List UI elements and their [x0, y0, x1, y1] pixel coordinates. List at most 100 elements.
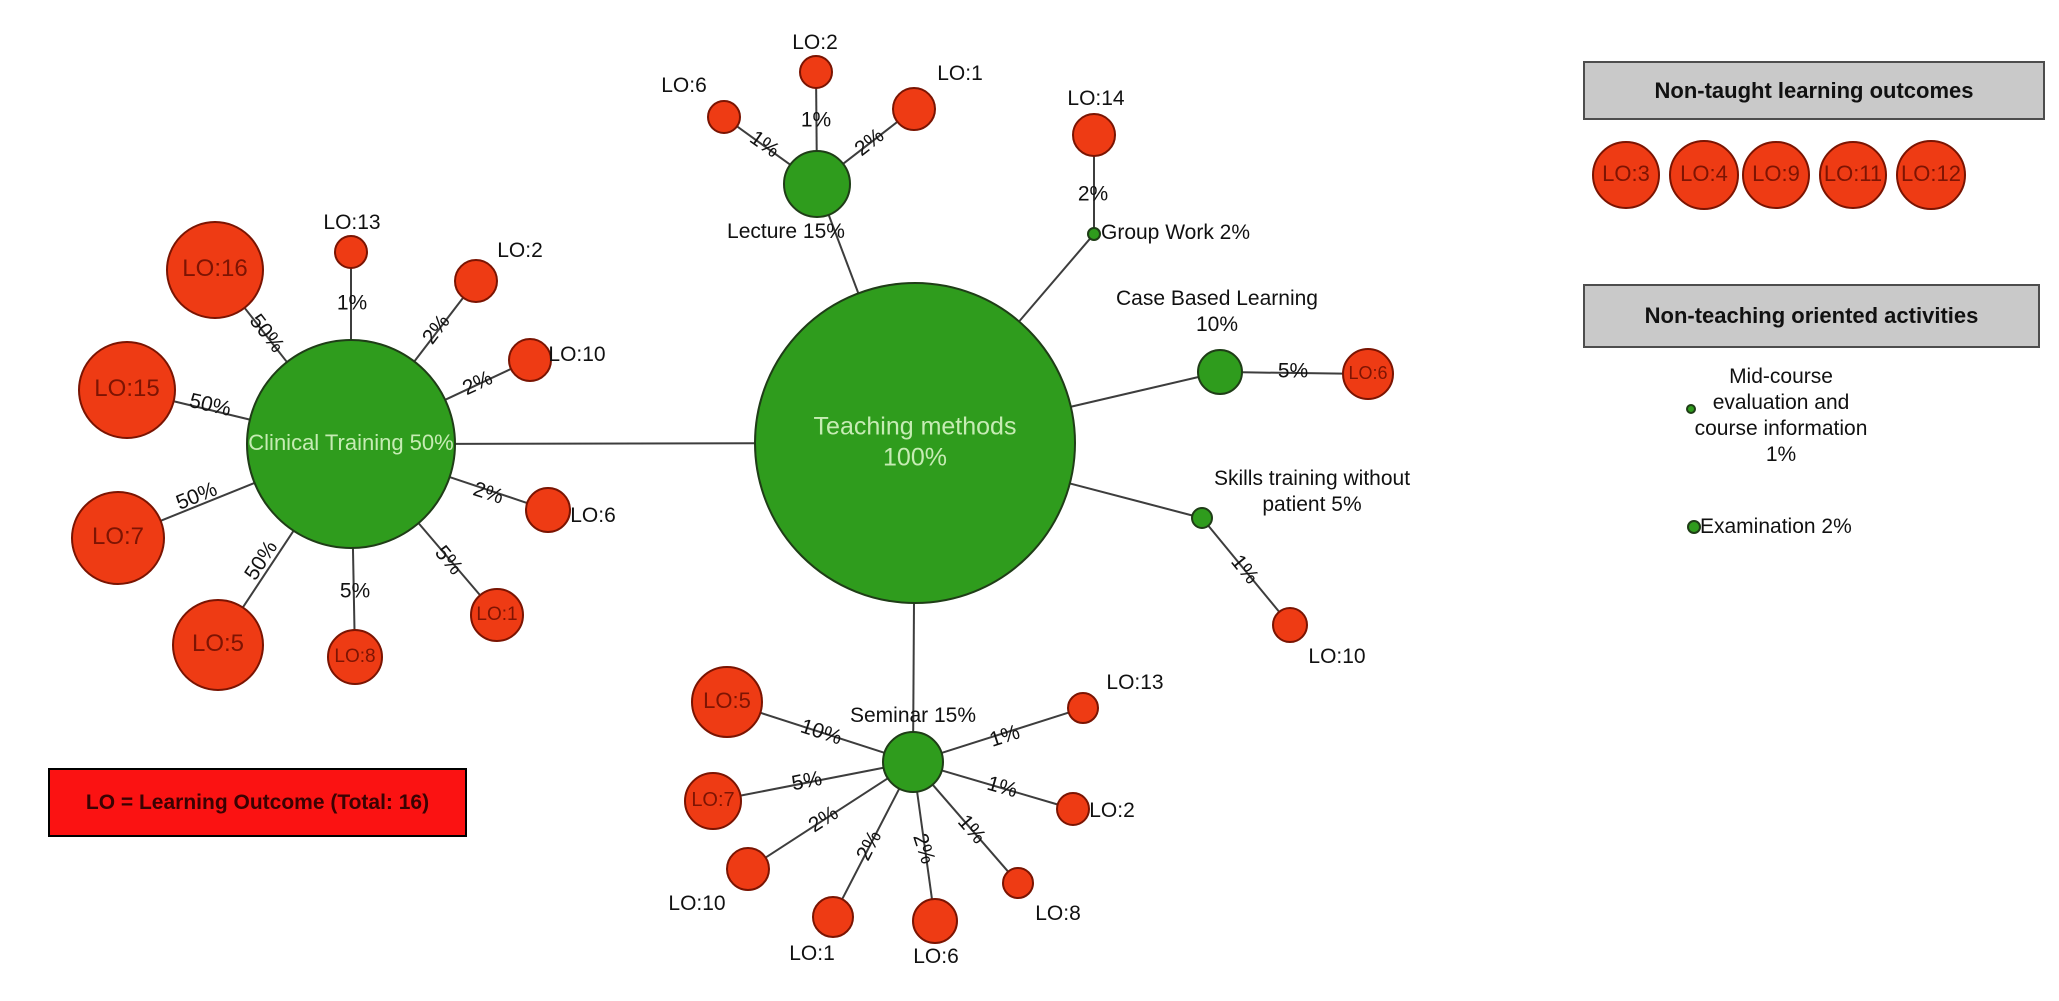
edge-label-case_based-cb_lo6: 5%	[1278, 360, 1308, 383]
edge-clinical-cl_lo7	[160, 481, 255, 522]
midcourse-line-1: Mid-course	[1729, 365, 1833, 388]
edge-teaching-lecture	[827, 214, 860, 294]
node-p_lo3	[1592, 141, 1660, 209]
edge-label-seminar-sem_lo13: 1%	[987, 720, 1023, 751]
non-teaching-activities-header: Non-teaching oriented activities	[1583, 284, 2040, 348]
node-label-cl_lo1: LO:1	[476, 604, 517, 625]
node-label-cl_lo15: LO:15	[94, 375, 159, 402]
node-lec_lo6	[707, 100, 741, 134]
edge-clinical-cl_lo2	[413, 297, 465, 363]
edge-label-skills-sk_lo10: 1%	[1226, 550, 1263, 588]
node-exam_dot	[1687, 520, 1701, 534]
edge-seminar-sem_lo1	[841, 788, 901, 900]
edge-clinical-cl_lo6	[449, 476, 528, 504]
non-teaching-activities-title: Non-teaching oriented activities	[1644, 303, 1979, 328]
edge-lecture-lec_lo1	[842, 121, 898, 165]
node-p_lo4	[1669, 140, 1739, 210]
node-label-sem_lo10: LO:10	[668, 892, 725, 915]
edge-label-seminar-sem_lo6: 2%	[908, 831, 939, 867]
node-cl_lo7	[71, 491, 165, 585]
node-sem_lo6	[912, 898, 958, 944]
edge-seminar-sem_lo10	[765, 777, 889, 859]
edge-teaching-clinical	[454, 442, 756, 445]
node-label-cl_lo7: LO:7	[92, 523, 144, 550]
node-lec_lo2	[799, 55, 833, 89]
edge-skills-sk_lo10	[1207, 525, 1280, 613]
node-lec_lo1	[892, 87, 936, 131]
node-label-cl_lo6: LO:6	[570, 504, 616, 527]
node-cl_lo6	[525, 487, 571, 533]
node-label-lo14: LO:14	[1067, 87, 1125, 110]
edge-label-clinical-cl_lo10: 2%	[459, 366, 496, 400]
edge-lecture-lec_lo6	[736, 125, 791, 166]
edge-teaching-case_based	[1070, 376, 1199, 408]
node-group_work	[1087, 227, 1101, 241]
edge-label-lecture-lec_lo2: 1%	[801, 109, 831, 132]
node-sem_lo7	[684, 772, 742, 830]
node-sem_lo5	[691, 666, 763, 738]
node-sem_lo2	[1056, 792, 1090, 826]
edge-label-lecture-lec_lo1: 2%	[850, 124, 888, 161]
edge-clinical-cl_lo15	[173, 400, 251, 421]
midcourse-evaluation-label: Mid-course evaluation and course informa…	[1680, 364, 1882, 468]
edge-seminar-sem_lo8	[931, 784, 1009, 873]
node-label-lec_lo6: LO:6	[661, 74, 707, 97]
midcourse-line-2: evaluation and	[1712, 391, 1850, 414]
node-seminar	[882, 731, 944, 793]
edge-seminar-sem_lo13	[941, 711, 1070, 754]
node-label-group_work: Group Work 2%	[1101, 221, 1250, 244]
edge-seminar-sem_lo2	[941, 769, 1058, 806]
node-cl_lo15	[78, 341, 176, 439]
node-label-lec_lo1: LO:1	[937, 62, 983, 85]
node-label-sem_lo2: LO:2	[1089, 799, 1135, 822]
node-clinical	[246, 339, 456, 549]
node-label-p_lo12: LO:12	[1901, 161, 1961, 186]
node-label-p_lo9: LO:9	[1752, 161, 1800, 186]
node-label-lecture: Lecture 15%	[727, 220, 845, 243]
edge-label-seminar-sem_lo5: 10%	[798, 715, 845, 750]
edge-label-group_work-lo14: 2%	[1078, 183, 1108, 206]
edge-label-clinical-cl_lo6: 2%	[470, 477, 506, 508]
node-label-sem_lo1: LO:1	[789, 942, 835, 965]
node-sem_lo1	[812, 896, 854, 938]
edge-teaching-group_work	[1018, 237, 1091, 323]
node-skills	[1191, 507, 1213, 529]
non-taught-outcomes-title: Non-taught learning outcomes	[1654, 77, 1974, 103]
lo-legend-box: LO = Learning Outcome (Total: 16)	[48, 768, 467, 837]
node-label-cl_lo16: LO:16	[182, 255, 247, 282]
node-label-clinical: Clinical Training 50%	[248, 430, 453, 455]
node-label-skills: Skills training without patient 5%	[1214, 467, 1410, 516]
non-taught-outcomes-header: Non-taught learning outcomes	[1583, 61, 2045, 120]
node-label-sk_lo10: LO:10	[1308, 645, 1365, 668]
edge-clinical-cl_lo1	[417, 522, 481, 596]
midcourse-line-4: 1%	[1765, 443, 1797, 466]
node-cl_lo1	[470, 588, 524, 642]
node-teaching	[754, 282, 1076, 604]
edge-label-clinical-cl_lo8: 5%	[340, 580, 370, 603]
node-p_lo11	[1819, 141, 1887, 209]
node-label-case_based: Case Based Learning 10%	[1116, 287, 1318, 336]
midcourse-line-3: course information	[1694, 417, 1868, 440]
edge-case_based-cb_lo6	[1241, 371, 1344, 375]
node-label-sem_lo8: LO:8	[1035, 902, 1081, 925]
node-label-sem_lo5: LO:5	[703, 688, 751, 713]
node-label-sem_lo13: LO:13	[1106, 671, 1163, 694]
node-label-p_lo11: LO:11	[1824, 161, 1882, 186]
node-midcourse_dot	[1686, 404, 1696, 414]
node-label-cl_lo5: LO:5	[192, 630, 244, 657]
edge-seminar-sem_lo7	[740, 766, 884, 797]
edge-seminar-sem_lo5	[760, 711, 885, 754]
node-label-cl_lo8: LO:8	[334, 646, 375, 667]
node-p_lo9	[1742, 141, 1810, 209]
node-cb_lo6	[1342, 348, 1394, 400]
node-sem_lo8	[1002, 867, 1034, 899]
node-label-sem_lo7: LO:7	[691, 789, 734, 811]
node-label-cl_lo13: LO:13	[323, 211, 380, 234]
nodes-layer	[71, 55, 1966, 944]
edge-label-seminar-sem_lo7: 5%	[790, 767, 824, 795]
node-sem_lo13	[1067, 692, 1099, 724]
node-cl_lo8	[327, 629, 383, 685]
node-label-teaching: Teaching methods 100%	[814, 412, 1017, 471]
edge-label-clinical-cl_lo15: 50%	[187, 389, 233, 421]
